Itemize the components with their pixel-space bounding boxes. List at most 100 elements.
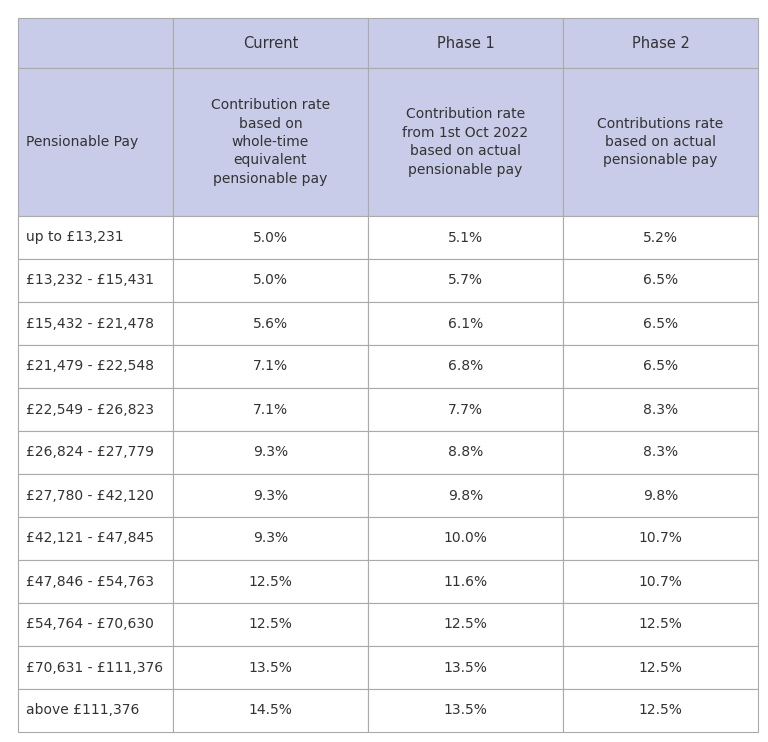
Text: 8.3%: 8.3%: [643, 445, 678, 459]
Text: 6.5%: 6.5%: [643, 274, 678, 287]
Text: Pensionable Pay: Pensionable Pay: [26, 135, 138, 149]
Text: £42,121 - £47,845: £42,121 - £47,845: [26, 531, 154, 545]
Bar: [563, 603, 758, 646]
Text: 9.8%: 9.8%: [448, 488, 483, 502]
Bar: [18, 431, 173, 474]
Text: 9.3%: 9.3%: [253, 488, 288, 502]
Text: 8.3%: 8.3%: [643, 402, 678, 416]
Bar: [173, 646, 368, 689]
Text: £27,780 - £42,120: £27,780 - £42,120: [26, 488, 154, 502]
Bar: [368, 689, 563, 732]
Text: 12.5%: 12.5%: [638, 617, 683, 631]
Bar: [173, 560, 368, 603]
Bar: [563, 259, 758, 302]
Text: Contribution rate
from 1st Oct 2022
based on actual
pensionable pay: Contribution rate from 1st Oct 2022 base…: [402, 108, 528, 177]
Text: Contribution rate
based on
whole-time
equivalent
pensionable pay: Contribution rate based on whole-time eq…: [211, 98, 330, 186]
Bar: [173, 259, 368, 302]
Text: 9.3%: 9.3%: [253, 445, 288, 459]
Bar: [173, 603, 368, 646]
Text: 5.7%: 5.7%: [448, 274, 483, 287]
Bar: [368, 646, 563, 689]
Bar: [18, 646, 173, 689]
Bar: [173, 431, 368, 474]
Text: £22,549 - £26,823: £22,549 - £26,823: [26, 402, 154, 416]
Bar: [173, 517, 368, 560]
Bar: [18, 603, 173, 646]
Text: 12.5%: 12.5%: [638, 703, 683, 718]
Bar: [18, 689, 173, 732]
Text: 5.0%: 5.0%: [253, 231, 288, 245]
Text: 8.8%: 8.8%: [448, 445, 483, 459]
Text: 13.5%: 13.5%: [249, 660, 293, 674]
Text: £70,631 - £111,376: £70,631 - £111,376: [26, 660, 163, 674]
Bar: [18, 517, 173, 560]
Bar: [173, 68, 368, 216]
Bar: [368, 431, 563, 474]
Text: 7.1%: 7.1%: [253, 360, 288, 373]
Bar: [368, 216, 563, 259]
Bar: [368, 68, 563, 216]
Text: 10.7%: 10.7%: [638, 531, 683, 545]
Bar: [368, 560, 563, 603]
Bar: [368, 18, 563, 68]
Text: 10.7%: 10.7%: [638, 574, 683, 588]
Text: 14.5%: 14.5%: [249, 703, 293, 718]
Bar: [368, 603, 563, 646]
Bar: [173, 345, 368, 388]
Bar: [18, 345, 173, 388]
Text: 7.1%: 7.1%: [253, 402, 288, 416]
Text: 12.5%: 12.5%: [638, 660, 683, 674]
Text: Phase 2: Phase 2: [631, 36, 690, 50]
Text: £47,846 - £54,763: £47,846 - £54,763: [26, 574, 154, 588]
Text: 6.8%: 6.8%: [448, 360, 483, 373]
Text: 9.3%: 9.3%: [253, 531, 288, 545]
Text: 11.6%: 11.6%: [443, 574, 488, 588]
Bar: [368, 517, 563, 560]
Text: 7.7%: 7.7%: [448, 402, 483, 416]
Bar: [563, 302, 758, 345]
Bar: [173, 474, 368, 517]
Text: 12.5%: 12.5%: [249, 574, 293, 588]
Bar: [368, 302, 563, 345]
Bar: [563, 474, 758, 517]
Text: 12.5%: 12.5%: [249, 617, 293, 631]
Text: £26,824 - £27,779: £26,824 - £27,779: [26, 445, 154, 459]
Bar: [173, 302, 368, 345]
Text: 6.5%: 6.5%: [643, 317, 678, 330]
Bar: [563, 68, 758, 216]
Bar: [18, 18, 173, 68]
Text: Phase 1: Phase 1: [437, 36, 495, 50]
Text: Contributions rate
based on actual
pensionable pay: Contributions rate based on actual pensi…: [598, 116, 723, 168]
Text: 9.8%: 9.8%: [643, 488, 678, 502]
Bar: [563, 345, 758, 388]
Bar: [563, 216, 758, 259]
Bar: [173, 216, 368, 259]
Text: 6.5%: 6.5%: [643, 360, 678, 373]
Text: 10.0%: 10.0%: [444, 531, 488, 545]
Bar: [18, 302, 173, 345]
Bar: [563, 517, 758, 560]
Bar: [173, 18, 368, 68]
Bar: [173, 388, 368, 431]
Bar: [563, 560, 758, 603]
Text: £15,432 - £21,478: £15,432 - £21,478: [26, 317, 154, 330]
Text: above £111,376: above £111,376: [26, 703, 139, 718]
Bar: [18, 560, 173, 603]
Bar: [368, 259, 563, 302]
Text: 5.1%: 5.1%: [448, 231, 483, 245]
Text: 5.2%: 5.2%: [643, 231, 678, 245]
Bar: [563, 18, 758, 68]
Text: 13.5%: 13.5%: [444, 703, 488, 718]
Bar: [18, 474, 173, 517]
Bar: [18, 259, 173, 302]
Bar: [368, 345, 563, 388]
Text: up to £13,231: up to £13,231: [26, 231, 124, 245]
Text: £13,232 - £15,431: £13,232 - £15,431: [26, 274, 154, 287]
Text: 5.0%: 5.0%: [253, 274, 288, 287]
Bar: [18, 68, 173, 216]
Bar: [368, 388, 563, 431]
Bar: [563, 388, 758, 431]
Bar: [173, 689, 368, 732]
Bar: [563, 646, 758, 689]
Text: 6.1%: 6.1%: [448, 317, 483, 330]
